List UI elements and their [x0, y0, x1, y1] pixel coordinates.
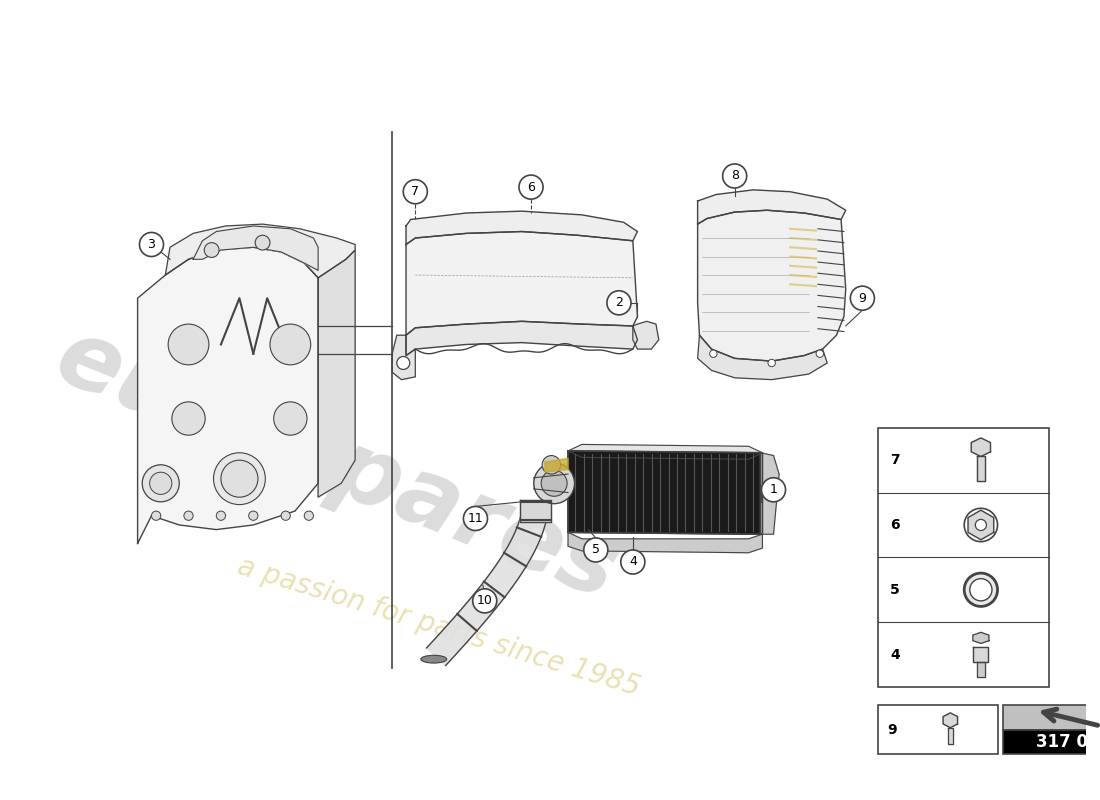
- Polygon shape: [760, 453, 779, 534]
- Polygon shape: [318, 250, 355, 497]
- Polygon shape: [520, 500, 551, 522]
- Ellipse shape: [421, 655, 447, 663]
- Polygon shape: [968, 510, 993, 540]
- Circle shape: [970, 578, 992, 601]
- Polygon shape: [406, 211, 638, 245]
- Text: 6: 6: [527, 181, 535, 194]
- Circle shape: [723, 164, 747, 188]
- Circle shape: [519, 175, 543, 199]
- Polygon shape: [977, 457, 985, 481]
- Text: 7: 7: [890, 453, 900, 467]
- Text: 7: 7: [411, 186, 419, 198]
- Polygon shape: [697, 210, 846, 361]
- Polygon shape: [393, 335, 416, 380]
- Circle shape: [584, 538, 608, 562]
- Bar: [878, 706, 999, 754]
- Text: 5: 5: [592, 543, 600, 557]
- Text: 4: 4: [629, 555, 637, 569]
- Circle shape: [463, 506, 487, 530]
- Circle shape: [150, 472, 172, 494]
- Polygon shape: [568, 451, 762, 534]
- Polygon shape: [977, 662, 985, 677]
- Circle shape: [542, 455, 561, 474]
- Circle shape: [274, 402, 307, 435]
- Text: 2: 2: [615, 296, 623, 310]
- Polygon shape: [974, 647, 988, 662]
- Polygon shape: [138, 247, 318, 543]
- Circle shape: [217, 511, 226, 520]
- Circle shape: [404, 180, 427, 204]
- Polygon shape: [406, 322, 638, 355]
- Text: 5: 5: [890, 582, 900, 597]
- Circle shape: [761, 478, 785, 502]
- Text: 317 01: 317 01: [1036, 733, 1100, 750]
- Circle shape: [816, 350, 824, 358]
- Circle shape: [850, 286, 875, 310]
- Text: 3: 3: [147, 238, 155, 251]
- Circle shape: [221, 460, 257, 497]
- Circle shape: [710, 350, 717, 358]
- Circle shape: [305, 511, 314, 520]
- Text: 9: 9: [858, 292, 867, 305]
- Text: 1: 1: [770, 483, 778, 496]
- Circle shape: [976, 519, 987, 530]
- Circle shape: [607, 290, 631, 315]
- Text: a passion for parts since 1985: a passion for parts since 1985: [233, 552, 644, 702]
- Circle shape: [184, 511, 194, 520]
- Circle shape: [534, 463, 574, 504]
- Polygon shape: [165, 224, 355, 278]
- Polygon shape: [534, 474, 568, 493]
- Circle shape: [205, 242, 219, 258]
- Circle shape: [473, 589, 497, 613]
- Polygon shape: [972, 632, 989, 643]
- Bar: [878, 428, 1049, 687]
- Circle shape: [140, 233, 164, 257]
- Circle shape: [620, 550, 645, 574]
- Circle shape: [172, 402, 206, 435]
- Text: 8: 8: [730, 170, 739, 182]
- Circle shape: [213, 453, 265, 505]
- Polygon shape: [697, 335, 827, 380]
- Bar: [1003, 706, 1100, 730]
- Polygon shape: [427, 505, 549, 666]
- Circle shape: [152, 511, 161, 520]
- Circle shape: [282, 511, 290, 520]
- Circle shape: [270, 324, 310, 365]
- Text: 10: 10: [476, 594, 493, 607]
- Polygon shape: [406, 231, 638, 335]
- Circle shape: [142, 465, 179, 502]
- Circle shape: [965, 573, 998, 606]
- Polygon shape: [568, 532, 762, 553]
- Polygon shape: [568, 445, 762, 459]
- Bar: [1003, 730, 1100, 754]
- Circle shape: [397, 357, 409, 370]
- Circle shape: [249, 511, 257, 520]
- Circle shape: [168, 324, 209, 365]
- Text: eurospares: eurospares: [43, 310, 630, 619]
- Text: 4: 4: [890, 647, 900, 662]
- Polygon shape: [947, 728, 953, 744]
- Circle shape: [541, 470, 568, 496]
- Polygon shape: [697, 190, 846, 224]
- Polygon shape: [943, 713, 957, 728]
- Text: 11: 11: [468, 512, 483, 525]
- Circle shape: [768, 359, 776, 366]
- Text: 9: 9: [888, 722, 896, 737]
- Polygon shape: [971, 438, 990, 457]
- Polygon shape: [544, 458, 568, 472]
- Polygon shape: [194, 226, 318, 270]
- Polygon shape: [632, 322, 659, 349]
- Text: 6: 6: [890, 518, 900, 532]
- Circle shape: [255, 235, 270, 250]
